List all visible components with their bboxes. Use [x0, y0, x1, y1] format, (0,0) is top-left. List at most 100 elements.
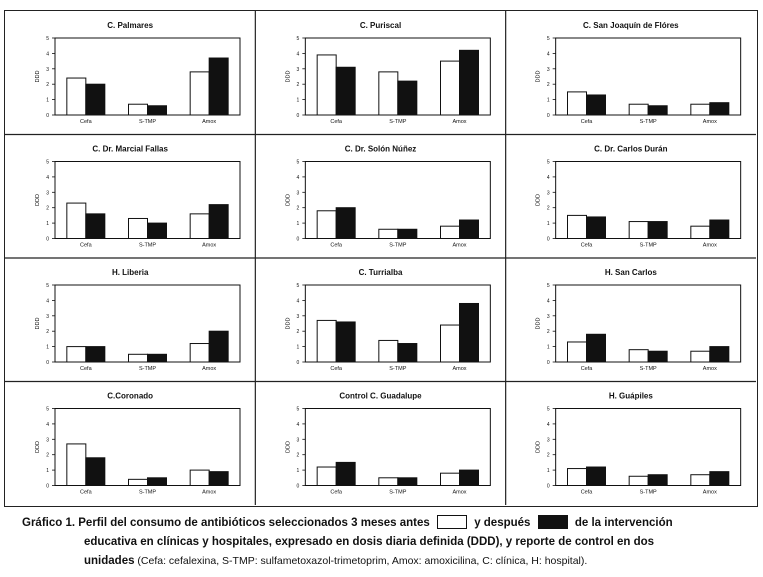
bar-after — [85, 457, 106, 486]
bar-before — [128, 217, 148, 239]
y-tick-label: 3 — [46, 314, 49, 320]
y-tick-label: 2 — [46, 329, 49, 335]
y-tick-label: 4 — [46, 298, 49, 304]
y-axis-label: DDD — [285, 318, 291, 330]
y-tick-label: 1 — [297, 221, 300, 227]
bar-before — [690, 350, 711, 363]
y-tick-label: 2 — [297, 82, 300, 88]
x-tick-label: Cefa — [581, 243, 594, 249]
bar-after — [147, 222, 167, 240]
y-tick-label: 4 — [297, 175, 300, 181]
y-tick-label: 1 — [547, 98, 550, 104]
bar-before — [66, 346, 87, 363]
y-tick-label: 3 — [46, 190, 49, 196]
y-tick-label: 3 — [297, 67, 300, 73]
x-tick-label: S-TMP — [640, 366, 657, 372]
y-tick-label: 0 — [46, 113, 49, 119]
caption-line-2: educativa en clínicas y hospitales, expr… — [22, 533, 752, 552]
y-tick-label: 5 — [46, 36, 49, 42]
y-tick-label: 2 — [46, 453, 49, 459]
y-tick-label: 4 — [297, 422, 300, 428]
y-axis-label: DDD — [35, 318, 41, 330]
y-tick-label: 4 — [297, 51, 300, 57]
bar-after — [147, 353, 167, 363]
bar-after — [335, 321, 356, 363]
y-tick-label: 5 — [547, 283, 550, 289]
y-tick-label: 3 — [547, 67, 550, 73]
y-tick-label: 2 — [46, 206, 49, 212]
bar-before — [690, 103, 711, 116]
bar-after — [147, 105, 167, 116]
bar-before — [189, 343, 210, 363]
y-tick-label: 3 — [547, 437, 550, 443]
caption-text-3: (Cefa: cefalexina, S-TMP: sulfametoxazol… — [134, 555, 588, 567]
y-tick-label: 5 — [547, 36, 550, 42]
x-tick-label: Amox — [452, 490, 466, 496]
bar-before — [316, 210, 337, 239]
y-tick-label: 4 — [46, 175, 49, 181]
bar-after — [397, 477, 418, 486]
x-tick-label: S-TMP — [139, 366, 156, 372]
bar-before — [66, 77, 87, 116]
chart-figure: C. Palmares 0 1 2 3 4 5 DDD Cefa S-TMP Amox C. Puri… — [4, 10, 758, 507]
y-tick-label: 2 — [46, 82, 49, 88]
y-tick-label: 5 — [297, 283, 300, 289]
bar-after — [85, 83, 106, 116]
y-tick-label: 4 — [547, 422, 550, 428]
panel-title: C. Dr. Carlos Durán — [594, 145, 667, 154]
y-tick-label: 5 — [547, 160, 550, 166]
y-tick-label: 0 — [297, 484, 300, 490]
y-tick-label: 0 — [547, 237, 550, 243]
panel-title: H. Guápiles — [609, 392, 654, 401]
y-tick-label: 0 — [547, 113, 550, 119]
bar-after — [586, 94, 606, 116]
bar-after — [647, 474, 668, 487]
bar-before — [189, 213, 210, 239]
bar-before — [378, 339, 399, 363]
x-tick-label: Cefa — [80, 490, 93, 496]
legend-swatch-before — [436, 515, 467, 529]
panel-4: C. Dr. Marcial Fallas 0 1 2 3 4 5 DDD Cefa S-TMP A… — [35, 145, 241, 249]
bar-before — [189, 469, 210, 487]
bar-after — [459, 302, 479, 363]
x-tick-label: Cefa — [80, 119, 93, 125]
bar-before — [66, 202, 87, 239]
x-tick-label: Cefa — [330, 490, 343, 496]
bar-after — [586, 216, 606, 240]
bar-before — [378, 228, 399, 239]
y-tick-label: 0 — [46, 360, 49, 366]
y-tick-label: 3 — [297, 437, 300, 443]
panel-title: C. Puriscal — [360, 21, 401, 30]
panel-9: H. San Carlos 0 1 2 3 4 5 DDD Cefa S-TMP Amox — [536, 268, 742, 372]
y-tick-label: 4 — [547, 175, 550, 181]
bar-after — [586, 466, 606, 486]
x-tick-label: S-TMP — [139, 490, 156, 496]
x-tick-label: Amox — [202, 119, 216, 125]
bar-before — [189, 71, 210, 116]
bar-after — [709, 346, 730, 363]
panel-title: C.Coronado — [107, 392, 153, 401]
bar-before — [628, 221, 649, 239]
y-tick-label: 1 — [547, 345, 550, 351]
bar-after — [709, 219, 730, 240]
x-tick-label: S-TMP — [640, 490, 657, 496]
caption-line-1: Gráfico 1. Perfil del consumo de antibió… — [22, 514, 752, 533]
panel-title: C. Dr. Marcial Fallas — [92, 145, 168, 154]
x-tick-label: S-TMP — [389, 490, 406, 496]
y-tick-label: 1 — [46, 468, 49, 474]
x-tick-label: Cefa — [80, 243, 93, 249]
x-tick-label: Amox — [202, 366, 216, 372]
y-tick-label: 2 — [297, 329, 300, 335]
bar-after — [335, 207, 356, 239]
y-tick-label: 1 — [297, 98, 300, 104]
panel-title: C. Turrialba — [359, 268, 403, 277]
y-axis-label: DDD — [536, 194, 542, 206]
y-tick-label: 5 — [46, 283, 49, 289]
y-axis-label: DDD — [536, 441, 542, 453]
bar-before — [440, 472, 460, 486]
bar-after — [397, 80, 418, 116]
bar-before — [440, 225, 460, 239]
bar-after — [397, 228, 418, 239]
panel-title: H. Liberia — [112, 268, 149, 277]
